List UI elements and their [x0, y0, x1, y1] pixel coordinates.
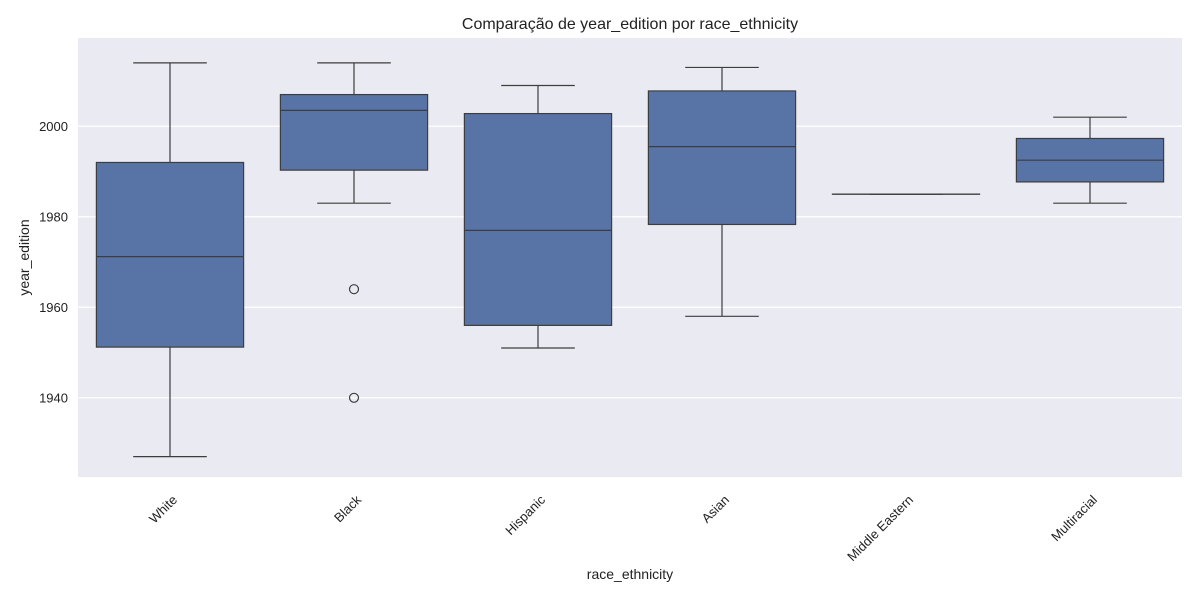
box-group: [647, 66, 797, 317]
x-tick-label: Asian: [698, 492, 732, 526]
iqr-box: [647, 90, 797, 226]
outlier-point: [348, 284, 360, 295]
x-axis-ticks: White Black Hispanic Asian Middle Eastern Mul…: [146, 492, 1100, 564]
y-tick-label: 1960: [39, 300, 68, 315]
box-group: [463, 84, 613, 349]
box-layer: [95, 62, 1165, 458]
box-group: [95, 62, 245, 458]
outlier-point: [348, 392, 360, 403]
grid-layer: [78, 125, 1182, 399]
box-group: [279, 62, 429, 403]
x-tick-label: Black: [331, 492, 364, 525]
box-group: [1015, 116, 1165, 204]
y-tick-label: 1940: [39, 390, 68, 405]
x-axis-label: race_ethnicity: [587, 566, 673, 582]
x-tick-label: Hispanic: [502, 492, 548, 538]
x-tick-label: White: [146, 492, 180, 526]
chart-title: Comparação de year_edition por race_ethn…: [462, 16, 798, 33]
x-tick-label: Middle Eastern: [844, 492, 916, 564]
plot-background: [78, 38, 1182, 477]
x-tick-label: Multiracial: [1048, 492, 1100, 544]
y-axis-ticks: 1940 1960 1980 2000: [39, 119, 68, 406]
y-tick-label: 2000: [39, 119, 68, 134]
y-tick-label: 1980: [39, 209, 68, 224]
iqr-box: [279, 93, 429, 171]
iqr-box: [95, 161, 245, 348]
y-axis-label: year_edition: [16, 219, 32, 295]
iqr-box: [463, 112, 613, 326]
